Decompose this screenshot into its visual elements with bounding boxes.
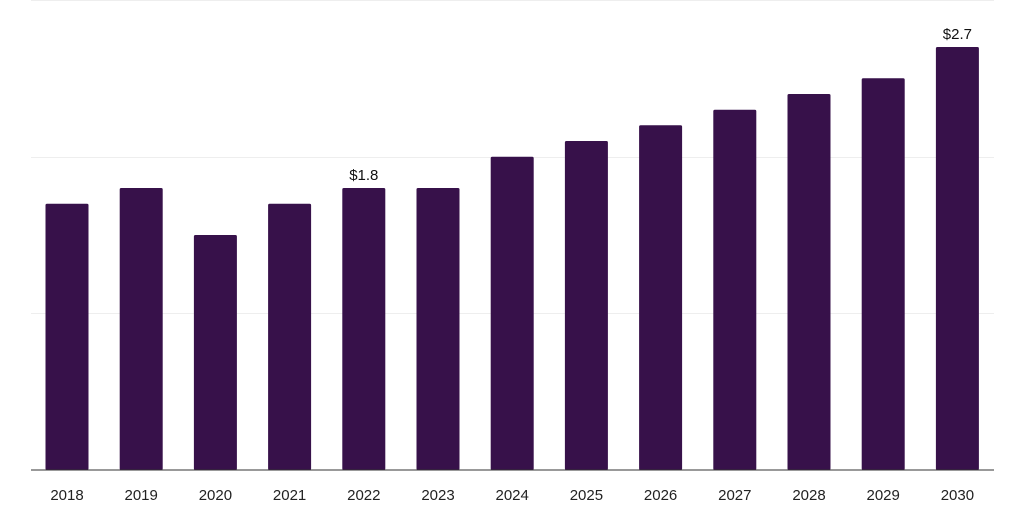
- x-tick-label-2024: 2024: [496, 487, 529, 504]
- data-label-2022: $1.8: [349, 167, 378, 184]
- bars: [45, 47, 979, 471]
- bar-2024[interactable]: [490, 156, 534, 470]
- bar-2029[interactable]: [861, 78, 905, 471]
- x-tick-label-2020: 2020: [199, 487, 232, 504]
- data-labels: $1.8 $2.7: [349, 26, 972, 184]
- bar-2025[interactable]: [564, 141, 608, 470]
- x-tick-label-2026: 2026: [644, 487, 677, 504]
- x-tick-label-2021: 2021: [273, 487, 306, 504]
- bar-2019[interactable]: [119, 188, 163, 470]
- x-tick-label-2025: 2025: [570, 487, 603, 504]
- x-tick-label-2023: 2023: [421, 487, 454, 504]
- x-tick-label-2029: 2029: [867, 487, 900, 504]
- x-tick-label-2022: 2022: [347, 487, 380, 504]
- bar-2020[interactable]: [193, 235, 237, 470]
- bar-2023[interactable]: [416, 188, 460, 470]
- x-axis-ticks: 2018 2019 2020 2021 2022 2023 2024 2025 2026 2027…: [50, 487, 974, 504]
- bar-2027[interactable]: [713, 109, 757, 470]
- x-tick-label-2028: 2028: [792, 487, 825, 504]
- x-tick-label-2030: 2030: [941, 487, 974, 504]
- bar-2018[interactable]: [45, 203, 89, 470]
- bar-2021[interactable]: [268, 203, 312, 470]
- data-label-2030: $2.7: [943, 26, 972, 43]
- x-tick-label-2018: 2018: [50, 487, 83, 504]
- bar-2026[interactable]: [639, 125, 683, 471]
- bar-2030[interactable]: [935, 47, 979, 470]
- bar-2022[interactable]: [342, 188, 386, 470]
- x-tick-label-2019: 2019: [125, 487, 158, 504]
- x-tick-label-2027: 2027: [718, 487, 751, 504]
- bar-2028[interactable]: [787, 94, 831, 470]
